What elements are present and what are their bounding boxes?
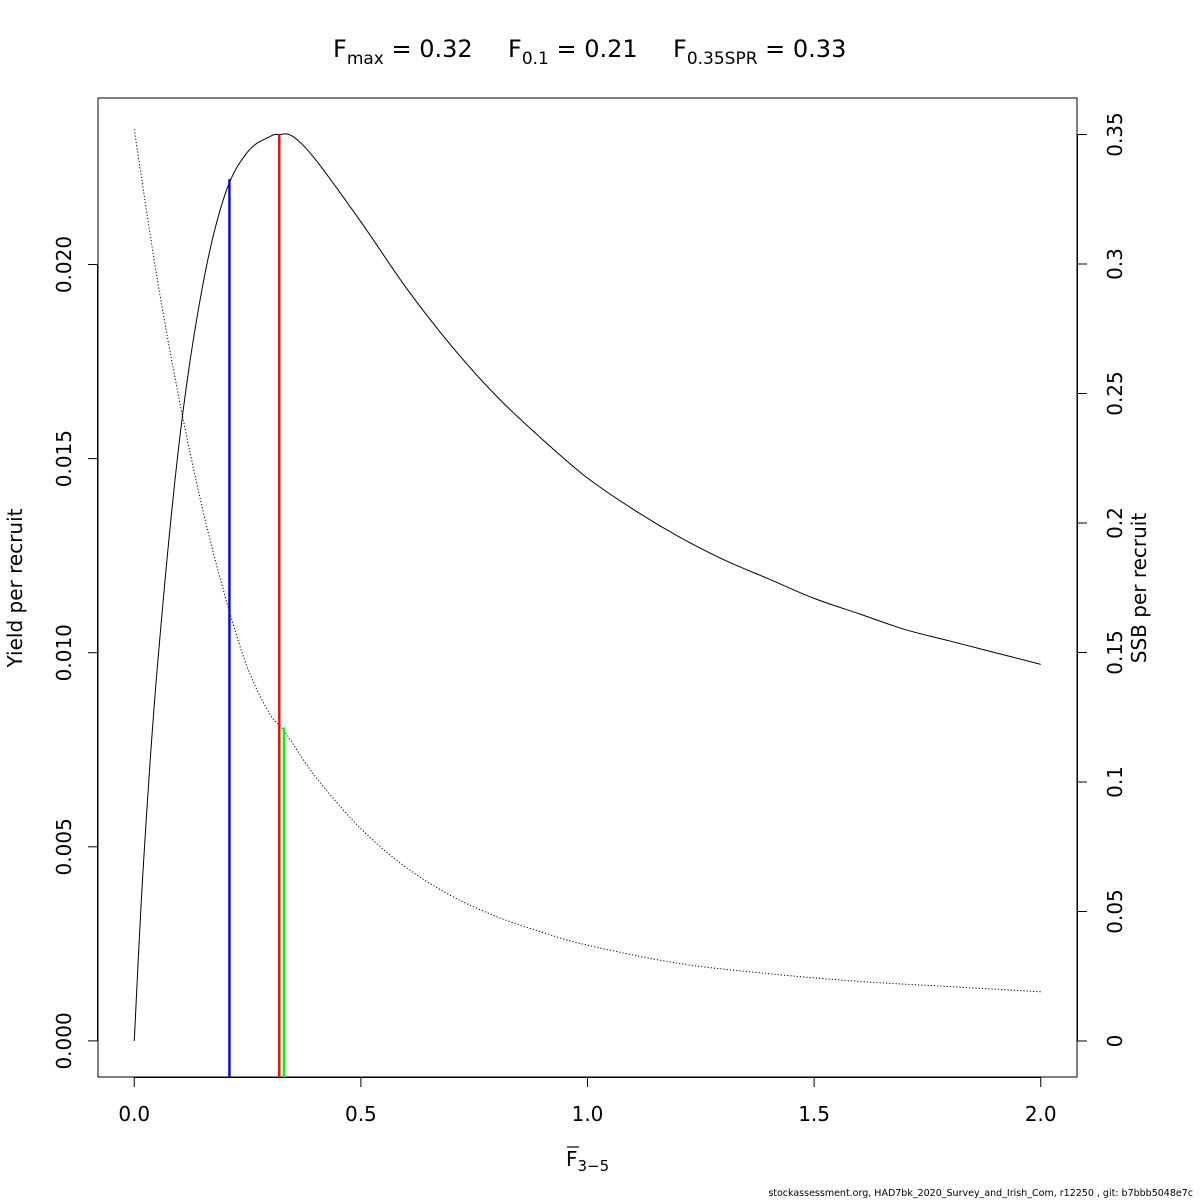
title-f035spr: F0.35SPR = 0.33: [673, 35, 846, 69]
title-fmax-sub: max: [347, 49, 384, 69]
y-left-tick-label: 0.000: [52, 1012, 76, 1069]
x-axis: 0.0 0.5 1.0 1.5 2.0: [118, 1077, 1057, 1126]
y-left-tick-label: 0.015: [52, 430, 76, 487]
y-right-tick-label: 0.25: [1103, 371, 1127, 416]
x-axis-label-symbol: F: [566, 1147, 578, 1171]
title-f01-sub: 0.1: [522, 49, 549, 69]
footer-credit: stockassessment.org, HAD7bk_2020_Survey_…: [768, 1188, 1193, 1199]
y-right-tick-label: 0: [1103, 1035, 1127, 1048]
x-axis-label-sub: 3−5: [578, 1157, 610, 1175]
series-yield-per-recruit: [133, 133, 1041, 1041]
y-right-tick-label: 0.15: [1103, 630, 1127, 675]
x-tick-label: 0.0: [118, 1102, 150, 1126]
y-right-tick-label: 0.3: [1103, 248, 1127, 280]
series-ssb-per-recruit: [133, 129, 1041, 993]
title-f035spr-eq: = 0.33: [758, 35, 847, 63]
y-right-tick-label: 0.35: [1103, 112, 1127, 157]
x-tick-label: 1.5: [798, 1102, 830, 1126]
title-f01-symbol: F: [508, 35, 522, 63]
y-right-tick-label: 0.05: [1103, 889, 1127, 934]
y-axis-right: 0 0.05 0.1 0.15 0.2 0.25 0.3 0.35: [1077, 112, 1127, 1047]
y-left-tick-label: 0.010: [52, 624, 76, 681]
y-left-tick-label: 0.005: [52, 818, 76, 875]
chart-title: Fmax = 0.32 F0.1 = 0.21 F0.35SPR = 0.33: [333, 35, 846, 69]
x-tick-label: 1.0: [572, 1102, 604, 1126]
y-left-tick-label: 0.020: [52, 236, 76, 293]
x-tick-label: 0.5: [345, 1102, 377, 1126]
title-f035spr-symbol: F: [673, 35, 687, 63]
plot-frame: [97, 97, 1078, 1078]
y-axis-right-label: SSB per recruit: [1127, 513, 1151, 664]
svg-text:F3−5: F3−5: [566, 1147, 609, 1175]
y-axis-left: 0.000 0.005 0.010 0.015 0.020: [52, 236, 98, 1070]
y-right-tick-label: 0.2: [1103, 507, 1127, 539]
y-right-tick-label: 0.1: [1103, 766, 1127, 798]
y-axis-left-label: Yield per recruit: [3, 508, 27, 668]
title-f035spr-sub: 0.35SPR: [687, 49, 758, 69]
x-axis-label: F3−5: [566, 1146, 609, 1175]
title-fmax-symbol: F: [333, 35, 347, 63]
series-group: [133, 129, 1041, 1041]
title-f01-eq: = 0.21: [549, 35, 638, 63]
title-fmax-eq: = 0.32: [384, 35, 473, 63]
reference-lines: [228, 134, 286, 1077]
title-fmax: Fmax = 0.32: [333, 35, 473, 69]
x-tick-label: 2.0: [1025, 1102, 1057, 1126]
title-f01: F0.1 = 0.21: [508, 35, 638, 69]
